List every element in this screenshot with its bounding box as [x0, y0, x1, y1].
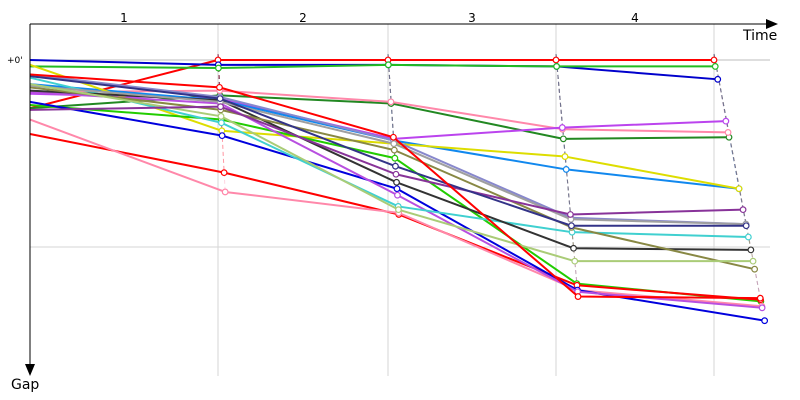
series-point	[216, 95, 224, 103]
series-point	[722, 117, 730, 125]
lap-label-1: 1	[120, 11, 128, 25]
series-point	[711, 63, 719, 70]
series-point	[217, 103, 224, 111]
series-point	[714, 75, 722, 83]
series-point	[758, 304, 766, 312]
series-point	[756, 294, 764, 302]
series-2	[29, 59, 722, 83]
x-axis-arrow-icon	[766, 19, 778, 29]
series-point	[218, 119, 225, 127]
series-point	[384, 61, 392, 69]
series-point	[393, 178, 400, 186]
series-point	[710, 56, 718, 64]
series-point	[387, 98, 395, 106]
series-point	[221, 188, 229, 196]
series-point	[749, 257, 757, 265]
lap-crossing-connector	[217, 53, 226, 192]
series-point	[744, 233, 752, 241]
lap-crossing-connector	[387, 53, 395, 141]
series-point	[215, 64, 222, 72]
lap-crossing-connector	[713, 53, 763, 308]
series-20	[29, 103, 747, 218]
lap-labels: 1 2 3 4	[120, 11, 639, 25]
series-22	[29, 73, 764, 302]
series-point	[747, 246, 755, 254]
series-lines	[29, 53, 769, 325]
series-21	[29, 75, 750, 230]
series-point	[390, 146, 398, 154]
series-3	[29, 61, 719, 72]
lap-crossing-connector	[555, 53, 579, 292]
series-8	[29, 63, 743, 193]
lap-label-4: 4	[631, 11, 639, 25]
lap-crossing-connector	[387, 53, 395, 141]
series-point	[390, 133, 397, 141]
series-point	[742, 222, 750, 230]
lap-crossing-connector	[713, 53, 752, 250]
y-axis-title: Gap	[11, 377, 39, 393]
series-point	[735, 185, 743, 193]
series-point	[574, 293, 582, 300]
series-point	[559, 135, 567, 143]
zero-tick-label: +0'	[7, 56, 23, 66]
series-point	[390, 140, 398, 148]
series-point	[220, 169, 228, 177]
lap-crossing-connector	[555, 53, 567, 170]
x-axis-title: Time	[742, 28, 777, 44]
series-point	[552, 56, 560, 64]
series-point	[392, 162, 399, 170]
series-point	[562, 166, 570, 173]
series-point	[218, 132, 226, 140]
lap-crossing-connector	[387, 53, 398, 196]
series-point	[739, 206, 747, 214]
series-point	[761, 317, 769, 325]
axes: Time Gap +0'	[7, 19, 778, 393]
lap-crossing-connector	[387, 53, 400, 213]
series-point	[216, 83, 223, 91]
series-line	[29, 63, 716, 70]
series-point	[571, 257, 579, 265]
series-point	[553, 63, 560, 70]
series-point	[391, 154, 399, 162]
series-point	[558, 124, 566, 131]
lap-crossing-connector	[555, 53, 563, 130]
lap-label-3: 3	[468, 11, 476, 25]
y-axis-arrow-icon	[25, 364, 35, 376]
series-line	[29, 105, 744, 216]
series-point	[568, 222, 575, 230]
series-point	[217, 112, 225, 120]
series-11	[29, 118, 766, 310]
series-point	[570, 244, 577, 252]
series-point	[724, 129, 732, 136]
series-point	[567, 211, 574, 218]
series-point	[395, 206, 402, 214]
series-point	[392, 170, 400, 178]
series-point	[561, 153, 569, 160]
lap-label-2: 2	[299, 11, 307, 25]
series-point	[393, 185, 401, 193]
series-16	[29, 86, 759, 273]
lap-crossing-connector	[387, 53, 399, 210]
lap-crossing-connector	[555, 53, 572, 218]
series-line	[29, 59, 718, 81]
series-point	[394, 191, 401, 199]
series-line	[29, 104, 761, 303]
series-point	[751, 265, 759, 273]
gridlines	[30, 24, 770, 376]
series-19	[29, 83, 757, 265]
